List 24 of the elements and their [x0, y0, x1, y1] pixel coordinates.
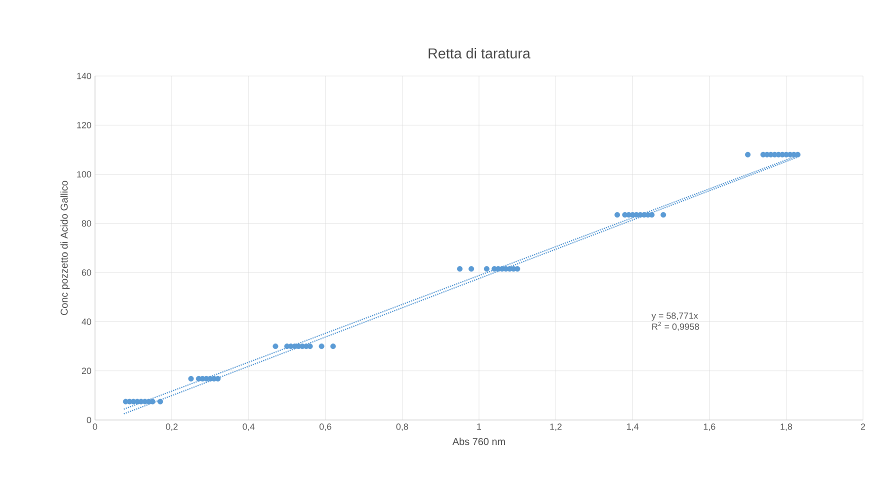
x-tick-label: 0,2: [166, 424, 178, 431]
x-tick-label: 1,8: [780, 424, 792, 431]
y-tick-label: 140: [77, 72, 92, 80]
x-tick-label: 1,4: [627, 424, 639, 431]
y-tick-label: 60: [82, 269, 92, 276]
x-tick-label: 0,6: [320, 424, 332, 431]
x-tick-label: 1,2: [550, 424, 562, 431]
chart-title: Retta di taratura: [428, 48, 530, 58]
y-tick-label: 40: [82, 318, 92, 325]
y-axis-title: Conc pozzetto di Acido Gallico: [60, 180, 70, 316]
annotation: y = 58,771x: [652, 312, 698, 321]
y-tick-label: 100: [77, 171, 92, 178]
x-tick-label: 2: [860, 424, 866, 430]
y-tick-label: 80: [82, 220, 92, 227]
x-tick-label: 0,8: [396, 424, 408, 431]
x-tick-label: 1: [477, 424, 482, 430]
y-tick-label: 0: [86, 416, 92, 424]
x-axis-title: Abs 760 nm: [452, 438, 505, 446]
y-tick-label: 120: [77, 122, 92, 128]
x-tick-label: 0: [92, 424, 98, 430]
x-tick-label: 1,6: [704, 424, 716, 431]
annotation: R$^{2}$ = 0,9958: [652, 322, 700, 331]
y-tick-label: 20: [82, 368, 92, 374]
x-tick-label: 0,4: [242, 424, 255, 431]
